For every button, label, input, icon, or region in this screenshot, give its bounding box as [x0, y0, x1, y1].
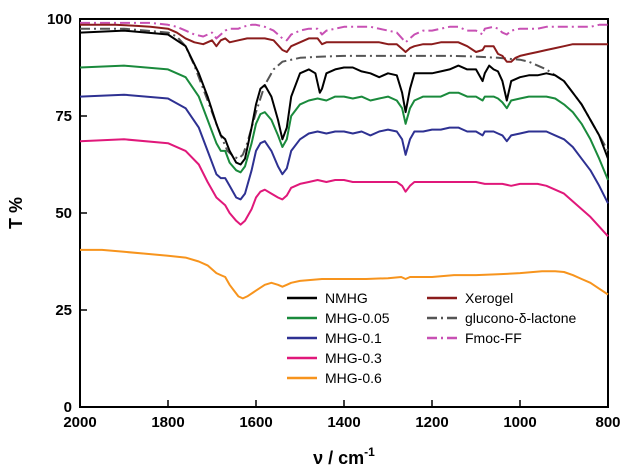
series-layer [79, 21, 609, 300]
series-line-mhg-0-1 [79, 93, 609, 204]
y-axis: 0 25 50 75 100 [47, 11, 87, 416]
series-line-mhg-0-05 [79, 64, 609, 181]
plot-frame [79, 18, 609, 408]
legend-label-glucono-lactone: glucono-δ-lactone [465, 310, 577, 326]
y-tick-label: 25 [55, 302, 72, 319]
x-tick-label: 1600 [239, 414, 272, 431]
y-tick-label: 100 [47, 11, 72, 28]
legend-label-nmhg: NMHG [325, 290, 368, 306]
x-axis-title-text: ν / cm [313, 448, 364, 468]
legend: NMHG MHG-0.05 MHG-0.1 MHG-0.3 MHG-0.6 Xerogel… [287, 290, 577, 386]
legend-label-mhg-0-05: MHG-0.05 [325, 310, 390, 326]
y-axis-title: T % [6, 197, 26, 229]
y-tick-label: 0 [64, 399, 72, 416]
x-tick-label: 1000 [503, 414, 536, 431]
series-line-mhg-0-6 [80, 248, 609, 300]
series-line-mhg-0-3 [79, 138, 609, 237]
x-axis-title-superscript: -1 [364, 445, 375, 459]
x-axis-title: ν / cm-1 [313, 445, 375, 468]
series-line-nmhg [79, 29, 609, 166]
series-line-xerogel [80, 23, 608, 63]
series-line-fmoc-ff [80, 21, 608, 44]
x-tick-label: 1400 [327, 414, 360, 431]
legend-label-xerogel: Xerogel [465, 290, 513, 306]
x-tick-label: 1200 [415, 414, 448, 431]
x-tick-label: 2000 [63, 414, 96, 431]
x-tick-label: 800 [595, 414, 620, 431]
y-tick-label: 75 [55, 108, 72, 125]
plot-area [79, 18, 609, 408]
legend-label-mhg-0-6: MHG-0.6 [325, 370, 382, 386]
y-tick-label: 50 [55, 205, 72, 222]
x-axis: 2000 1800 1600 1400 1200 1000 800 [63, 400, 621, 431]
legend-label-fmoc-ff: Fmoc-FF [465, 330, 522, 346]
series-line-glucono-lactone [80, 27, 609, 160]
legend-label-mhg-0-3: MHG-0.3 [325, 350, 382, 366]
legend-label-mhg-0-1: MHG-0.1 [325, 330, 382, 346]
x-tick-label: 1800 [151, 414, 184, 431]
